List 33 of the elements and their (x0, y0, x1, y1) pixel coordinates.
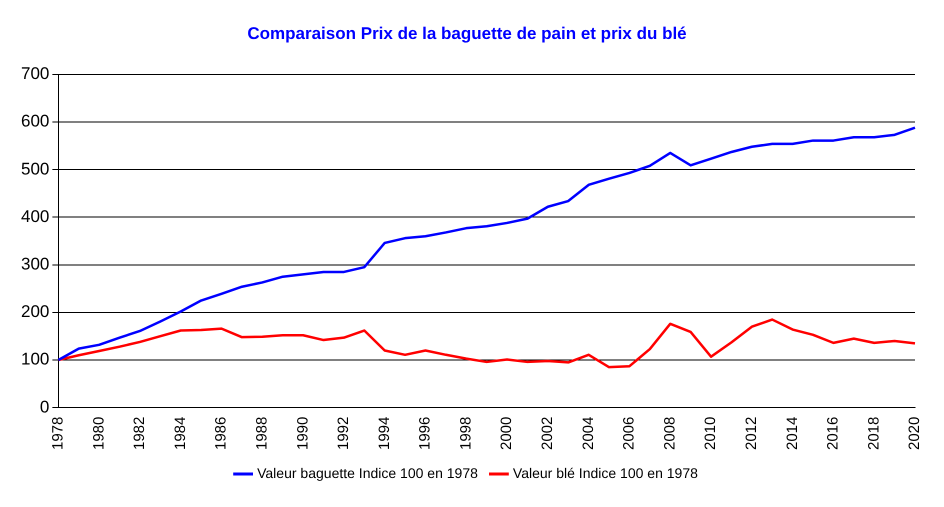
x-tick-label: 2008 (661, 416, 678, 450)
legend-label: Valeur blé Indice 100 en 1978 (512, 464, 698, 481)
x-tick-label: 2000 (498, 416, 516, 450)
y-tick-label: 700 (20, 64, 50, 84)
x-tick-label: 1998 (457, 416, 474, 450)
x-tick-label: 1988 (253, 416, 270, 450)
legend-label: Valeur baguette Indice 100 en 1978 (257, 464, 478, 481)
x-tick-label: 1978 (50, 416, 67, 450)
y-tick-label: 300 (20, 254, 50, 274)
x-tick-label: 1990 (294, 416, 312, 450)
y-tick-label: 100 (20, 350, 50, 369)
y-tick-label: 200 (20, 302, 50, 322)
x-tick-label: 2002 (539, 416, 556, 450)
x-tick-label: 1996 (416, 416, 434, 450)
y-tick-label: 400 (20, 206, 50, 226)
y-tick-label: 0 (40, 397, 50, 416)
x-tick-label: 1982 (131, 416, 148, 450)
x-tick-label: 1994 (376, 416, 393, 450)
x-tick-label: 2006 (620, 416, 638, 450)
x-tick-label: 2012 (742, 416, 760, 450)
y-tick-label: 600 (20, 112, 50, 131)
x-tick-label: 1984 (172, 416, 189, 450)
y-tick-label: 500 (20, 159, 50, 178)
chart-title: Comparaison Prix de la baguette de pain et prix du blé (247, 24, 687, 43)
x-tick-label: 2020 (906, 416, 924, 450)
x-tick-label: 1986 (212, 416, 230, 450)
x-tick-label: 1980 (90, 416, 108, 450)
x-tick-label: 2010 (702, 416, 720, 450)
x-tick-label: 2018 (865, 416, 882, 450)
x-tick-label: 2004 (580, 416, 597, 450)
x-tick-label: 2016 (824, 416, 842, 450)
x-tick-label: 1992 (335, 416, 352, 450)
x-tick-label: 2014 (784, 416, 801, 450)
